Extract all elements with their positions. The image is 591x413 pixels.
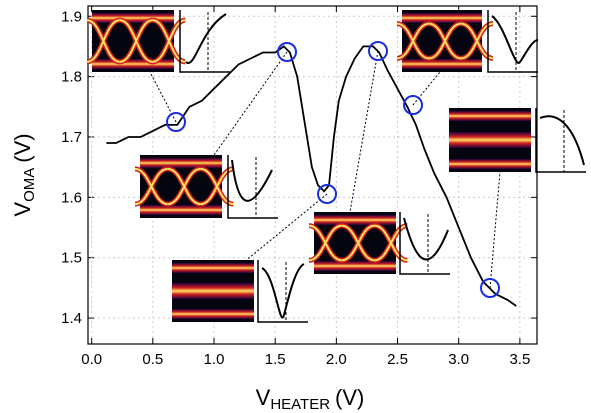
x-tick-label: 3.5	[509, 351, 530, 368]
y-tick-label: 1.8	[61, 69, 82, 86]
inset-curve	[232, 160, 272, 201]
inset-curve	[186, 14, 226, 63]
y-title-sub: OMA	[21, 168, 38, 202]
eye-band	[402, 59, 482, 69]
eye-band	[92, 59, 174, 69]
y-title-main: V	[10, 202, 35, 217]
x-tick-label: 3.0	[448, 351, 469, 368]
x-tick-label: 0.5	[142, 351, 163, 368]
eye-band	[172, 309, 254, 319]
eye-band	[449, 159, 531, 169]
eye-band	[140, 158, 222, 168]
eye-band	[314, 261, 396, 271]
x-title-main: V	[256, 385, 271, 410]
y-tick-label: 1.5	[61, 250, 82, 267]
y-title-unit: (V)	[10, 133, 35, 162]
inset-axes	[258, 260, 308, 322]
pointer	[350, 51, 378, 212]
y-axis-title: VOMA (V)	[10, 133, 38, 216]
eye-band	[172, 263, 254, 273]
pointer	[413, 72, 440, 105]
eye-band	[172, 283, 254, 299]
x-tick-label: 1.5	[265, 351, 286, 368]
y-tick-label: 1.6	[61, 189, 82, 206]
x-tick-label: 1.0	[204, 351, 225, 368]
inset-curve	[492, 16, 538, 63]
pointer	[490, 172, 500, 288]
x-title-unit: (V)	[335, 385, 364, 410]
eye-band	[449, 132, 531, 148]
x-tick-label: 2.5	[387, 351, 408, 368]
x-tick-label: 2.0	[326, 351, 347, 368]
eye-band	[140, 205, 222, 215]
x-title-sub: HEATER	[270, 396, 330, 413]
eye-band	[92, 13, 174, 23]
eye-band	[402, 13, 482, 23]
y-tick-label: 1.9	[61, 8, 82, 25]
inset-axes	[228, 155, 278, 218]
y-tick-label: 1.4	[61, 310, 82, 327]
y-tick-label: 1.7	[61, 129, 82, 146]
pointer	[214, 52, 287, 155]
inset-curve	[262, 264, 304, 318]
inset-curve	[404, 218, 448, 260]
x-axis-title: VHEATER (V)	[256, 385, 365, 413]
chart: 1.4 1.5 1.6 1.7 1.8 1.9 0.0 0.5 1.0 1.5 2.0 2.5 3.0 3…	[0, 0, 591, 413]
eye-band	[449, 111, 531, 121]
x-tick-label: 0.0	[81, 351, 102, 368]
eye-band	[314, 215, 396, 225]
inset-curve	[540, 116, 584, 165]
